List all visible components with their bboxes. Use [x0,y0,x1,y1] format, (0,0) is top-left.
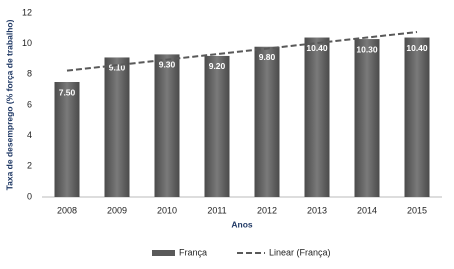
x-tick-label: 2015 [407,205,427,215]
value-label: 7.50 [59,87,76,97]
y-tick-label: 8 [27,69,32,79]
x-tick-label: 2014 [357,205,377,215]
x-tick-label: 2011 [207,205,226,215]
bar [304,37,330,198]
value-label: 9.30 [159,60,176,70]
bar [54,82,80,197]
x-tick-label: 2012 [257,205,277,215]
y-tick-label: 2 [27,161,32,171]
bar [104,57,130,197]
y-tick-label: 0 [27,191,32,201]
trend-line [66,31,418,72]
value-label: 10.40 [306,43,328,53]
legend-label: França [179,247,207,257]
bar [354,39,380,197]
y-tick-label: 4 [27,130,32,140]
legend-label: Linear (França) [269,247,331,257]
y-tick-label: 12 [22,7,32,17]
x-tick-label: 2013 [307,205,327,215]
value-label: 10.40 [406,43,428,53]
x-tick-label: 2008 [57,205,77,215]
bar [254,46,280,197]
legend-swatch [152,250,175,256]
value-label: 10.30 [356,44,378,54]
x-tick-label: 2009 [107,205,127,215]
y-tick-label: 10 [22,38,32,48]
x-axis-label: Anos [231,219,253,229]
x-tick-label: 2010 [157,205,177,215]
bar [204,55,230,197]
value-label: 9.10 [109,63,126,73]
value-label: 9.80 [259,52,276,62]
y-axis-label: Taxa de desemprego (% força de trabalho) [4,19,14,190]
y-tick-label: 6 [27,99,32,109]
bar [154,54,180,198]
bar [404,37,430,198]
value-label: 9.20 [209,61,226,71]
